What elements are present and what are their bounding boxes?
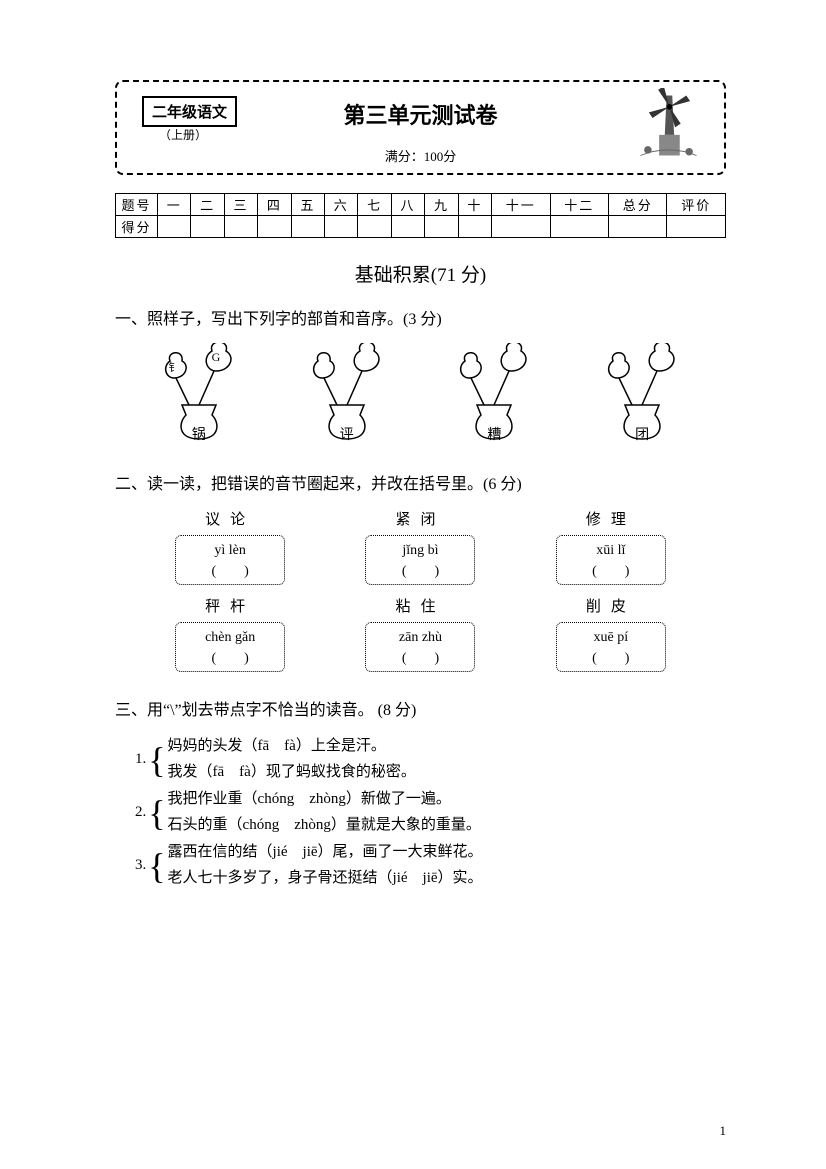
row-label: 题号 — [116, 194, 158, 216]
page-number: 1 — [720, 1123, 727, 1139]
vase-item: 糟 — [439, 343, 549, 448]
q2-blank: ( ) — [557, 561, 665, 582]
q2-cell: 秤杆 chèn gǎn ( ) — [145, 595, 315, 672]
col: 十一 — [492, 194, 550, 216]
header-box: 二年级语文 （上册） 第三单元测试卷 满分：100分 — [115, 80, 726, 175]
q2-word: 粘住 — [335, 595, 505, 616]
q1-title: 一、照样子，写出下列字的部首和音序。(3 分) — [115, 305, 726, 329]
vase-base: 糟 — [439, 424, 549, 444]
q2-word: 秤杆 — [145, 595, 315, 616]
q3-num: 3. — [135, 853, 146, 879]
q2-blank: ( ) — [557, 648, 665, 669]
q3-line: 石头的重（chóng zhòng）量就是大象的重量。 — [168, 817, 481, 833]
windmill-icon — [631, 88, 706, 163]
q2-cell: 紧闭 jǐng bì ( ) — [335, 508, 505, 585]
q3-line: 妈妈的头发（fā fà）上全是汗。 — [168, 738, 386, 754]
vase-base: 锅 — [144, 424, 254, 444]
vase-item: 钅 G 锅 — [144, 343, 254, 448]
row-label: 得分 — [116, 216, 158, 238]
col: 六 — [325, 194, 358, 216]
q2-word: 削皮 — [526, 595, 696, 616]
q2-word: 紧闭 — [335, 508, 505, 529]
q2-pinyin: zān zhù — [366, 627, 474, 648]
score-header-row: 题号 一 二 三 四 五 六 七 八 九 十 十一 十二 总分 评价 — [116, 194, 726, 216]
col: 一 — [158, 194, 191, 216]
q3-list: 1. { 妈妈的头发（fā fà）上全是汗。 我发（fā fà）现了蚂蚁找食的秘… — [115, 734, 726, 891]
col: 评价 — [667, 194, 726, 216]
col: 七 — [358, 194, 391, 216]
q3-line: 我发（fā fà）现了蚂蚁找食的秘密。 — [168, 764, 416, 780]
q2-pinyin: chèn gǎn — [176, 627, 284, 648]
q3-line: 老人七十多岁了，身子骨还挺结（jié jiē）实。 — [168, 870, 483, 886]
section-title: 基础积累(71 分) — [115, 260, 726, 287]
q2-pinyin: xuē pí — [557, 627, 665, 648]
q2-cell: 削皮 xuē pí ( ) — [526, 595, 696, 672]
col: 四 — [258, 194, 291, 216]
q2-blank: ( ) — [176, 648, 284, 669]
q2-pinyin-box: xūi lǐ ( ) — [556, 535, 666, 585]
col: 八 — [391, 194, 424, 216]
brace-icon: { — [148, 795, 165, 831]
q3-title: 三、用“\”划去带点字不恰当的读音。 (8 分) — [115, 696, 726, 720]
vase-item: 评 — [292, 343, 402, 448]
col: 五 — [291, 194, 324, 216]
q2-cell: 议论 yì lèn ( ) — [145, 508, 315, 585]
vase-base: 团 — [587, 424, 697, 444]
q2-pinyin-box: yì lèn ( ) — [175, 535, 285, 585]
col: 三 — [224, 194, 257, 216]
q2-blank: ( ) — [366, 648, 474, 669]
q2-word: 议论 — [145, 508, 315, 529]
q2-pinyin-box: xuē pí ( ) — [556, 622, 666, 672]
q2-pinyin: jǐng bì — [366, 540, 474, 561]
q1-vase-row: 钅 G 锅 评 糟 — [115, 343, 726, 448]
q2-blank: ( ) — [366, 561, 474, 582]
vase-base: 评 — [292, 424, 402, 444]
q3-item: 3. { 露西在信的结（jié jiē）尾，画了一大束鲜花。 老人七十多岁了，身… — [135, 840, 726, 891]
score-value-row: 得分 — [116, 216, 726, 238]
col: 二 — [191, 194, 224, 216]
q3-item: 2. { 我把作业重（chóng zhòng）新做了一遍。 石头的重（chóng… — [135, 787, 726, 838]
col: 九 — [425, 194, 458, 216]
q2-pinyin-box: jǐng bì ( ) — [365, 535, 475, 585]
q2-pinyin: yì lèn — [176, 540, 284, 561]
brace-icon: { — [148, 742, 165, 778]
q3-num: 2. — [135, 800, 146, 826]
vase-item: 团 — [587, 343, 697, 448]
score-table: 题号 一 二 三 四 五 六 七 八 九 十 十一 十二 总分 评价 得分 — [115, 193, 726, 238]
col: 十 — [458, 194, 491, 216]
col: 十二 — [550, 194, 608, 216]
q2-pinyin: xūi lǐ — [557, 540, 665, 561]
q3-line: 露西在信的结（jié jiē）尾，画了一大束鲜花。 — [168, 844, 483, 860]
q2-pinyin-box: zān zhù ( ) — [365, 622, 475, 672]
q2-cell: 粘住 zān zhù ( ) — [335, 595, 505, 672]
q2-pinyin-box: chèn gǎn ( ) — [175, 622, 285, 672]
q3-num: 1. — [135, 747, 146, 773]
left-leaf: 钅 — [168, 360, 179, 374]
q3-item: 1. { 妈妈的头发（fā fà）上全是汗。 我发（fā fà）现了蚂蚁找食的秘… — [135, 734, 726, 785]
q2-title: 二、读一读，把错误的音节圈起来，并改在括号里。(6 分) — [115, 470, 726, 494]
q2-grid: 议论 yì lèn ( ) 紧闭 jǐng bì ( ) 修理 xūi lǐ (… — [115, 508, 726, 672]
right-leaf: G — [212, 350, 221, 364]
q2-blank: ( ) — [176, 561, 284, 582]
q3-line: 我把作业重（chóng zhòng）新做了一遍。 — [168, 791, 451, 807]
q2-cell: 修理 xūi lǐ ( ) — [526, 508, 696, 585]
col: 总分 — [608, 194, 666, 216]
q2-word: 修理 — [526, 508, 696, 529]
brace-icon: { — [148, 848, 165, 884]
